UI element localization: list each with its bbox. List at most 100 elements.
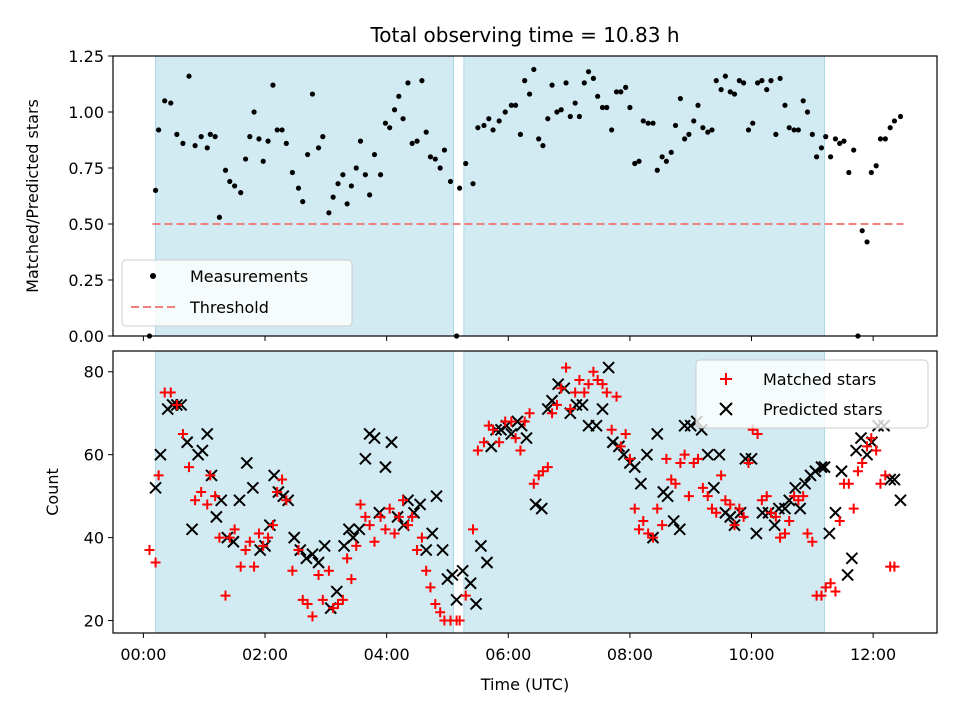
- measurement-point: [727, 89, 733, 95]
- measurement-point: [613, 89, 620, 95]
- predicted-star-point: [368, 431, 381, 445]
- predicted-star-point: [809, 465, 822, 478]
- matched-star-point: [542, 462, 553, 473]
- measurement-point: [251, 109, 257, 115]
- matched-star-point: [375, 511, 386, 522]
- measurement-point: [827, 154, 834, 160]
- measurement-point: [304, 151, 311, 158]
- matched-star-point: [524, 408, 535, 419]
- predicted-star-point: [288, 531, 301, 544]
- matched-star-point: [866, 433, 877, 444]
- predicted-star-point: [436, 543, 449, 557]
- matched-star-point: [220, 590, 231, 601]
- matched-star-point: [657, 520, 668, 531]
- top-x-ticks: [142, 336, 874, 341]
- predicted-star-point: [246, 481, 260, 495]
- matched-star-point: [240, 545, 251, 556]
- predicted-star-point: [841, 568, 854, 582]
- legend-predicted-label: Predicted stars: [763, 400, 883, 419]
- measurement-point: [897, 113, 904, 120]
- bottom-xtick-label-6: 12:00: [850, 645, 896, 664]
- measurement-point: [270, 82, 276, 88]
- measurement-point: [722, 73, 728, 79]
- predicted-star-point: [185, 523, 199, 536]
- measurement-point: [682, 136, 688, 142]
- matched-star-point: [317, 594, 328, 605]
- measurement-point: [795, 127, 801, 133]
- top-ytick-label-2: 0.50: [68, 215, 104, 234]
- measurement-point: [709, 127, 715, 133]
- matched-star-point: [398, 495, 409, 506]
- measurement-point: [382, 120, 389, 126]
- matched-star-point: [871, 445, 882, 456]
- predicted-star-point: [413, 498, 427, 511]
- predicted-star-point: [154, 448, 167, 461]
- matched-star-point: [547, 408, 558, 419]
- measurement-point: [400, 116, 406, 122]
- matched-star-point: [267, 520, 278, 531]
- matched-star-point: [638, 516, 649, 527]
- predicted-star-point: [330, 585, 343, 598]
- predicted-star-point: [474, 539, 488, 553]
- predicted-star-point: [233, 494, 246, 507]
- predicted-star-point: [480, 556, 494, 569]
- measurement-point: [526, 91, 533, 97]
- measurement-point: [585, 69, 592, 75]
- predicted-star-point: [684, 419, 697, 432]
- matched-star-point: [889, 561, 900, 572]
- measurement-point: [590, 75, 597, 81]
- matched-star-point: [583, 379, 594, 390]
- measurement-point: [168, 100, 174, 106]
- matched-star-point: [834, 516, 845, 527]
- measurement-point: [873, 163, 879, 169]
- measurement-point: [700, 125, 706, 131]
- measurement-point: [554, 109, 560, 115]
- matched-star-point: [702, 491, 713, 502]
- matched-star-point: [313, 569, 324, 580]
- legend-measurements-label: Measurements: [190, 267, 308, 286]
- matched-star-point: [435, 607, 446, 618]
- matched-star-point: [210, 491, 221, 502]
- matched-star-point: [752, 428, 763, 439]
- measurement-point: [320, 134, 326, 140]
- matched-star-point: [652, 503, 663, 514]
- measurement-point: [768, 78, 774, 84]
- matched-star-point: [281, 495, 292, 506]
- bottom-ytick-label-2: 60: [84, 446, 104, 465]
- measurement-point: [846, 169, 852, 176]
- measurement-point: [636, 158, 642, 164]
- matched-star-point: [588, 366, 599, 377]
- predicted-star-point: [201, 427, 214, 441]
- measurement-point: [782, 102, 788, 108]
- matched-star-point: [293, 545, 304, 556]
- predicted-star-point: [240, 456, 253, 470]
- matched-star-point: [679, 449, 690, 460]
- predicted-star-point: [306, 547, 319, 561]
- predicted-star-point: [210, 510, 223, 524]
- predicted-star-point: [196, 444, 209, 457]
- measurement-point: [877, 136, 884, 142]
- matched-star-point: [277, 474, 288, 485]
- measurement-point: [502, 109, 508, 115]
- measurement-point: [186, 73, 192, 79]
- predicted-star-point: [651, 427, 664, 441]
- measurement-point: [247, 134, 253, 140]
- measurement-point: [309, 91, 316, 97]
- measurement-point: [841, 138, 847, 144]
- matched-star-point: [843, 478, 854, 489]
- matched-star-point: [460, 590, 471, 601]
- top-panel: Total observing time = 10.83 h 0.000.250…: [23, 23, 938, 346]
- measurement-point: [650, 120, 656, 126]
- measurement-point: [791, 127, 797, 133]
- matched-star-point: [165, 387, 176, 398]
- matched-star-point: [570, 387, 581, 398]
- measurement-point: [640, 118, 646, 124]
- measurement-point: [891, 118, 898, 124]
- measurement-point: [572, 100, 578, 106]
- matched-star-point: [337, 594, 348, 605]
- bottom-xtick-label-1: 02:00: [242, 645, 288, 664]
- matched-star-point: [402, 520, 413, 531]
- matched-star-point: [488, 424, 499, 435]
- matched-star-point: [224, 532, 235, 543]
